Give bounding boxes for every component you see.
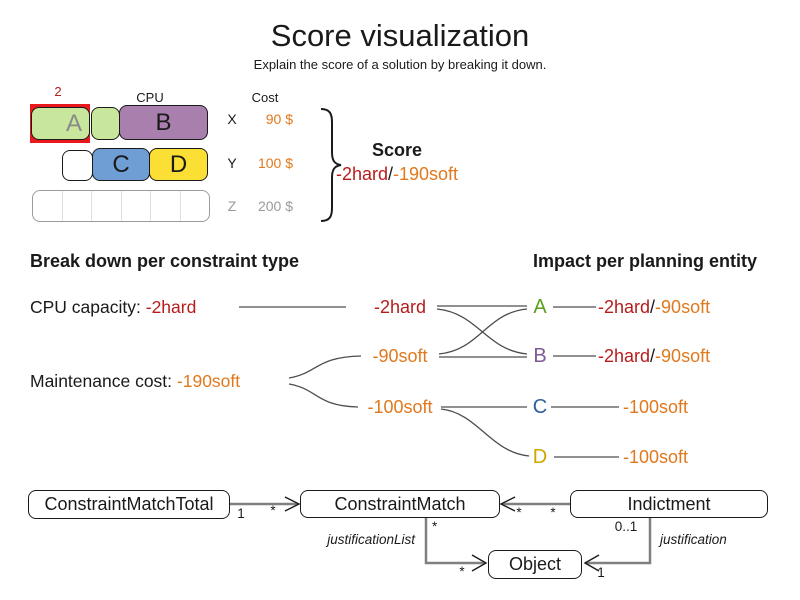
mult-ind-obj-zero-one: 0..1 — [614, 519, 638, 534]
uml-class-constraint-match-label: ConstraintMatch — [334, 493, 466, 514]
mult-cm-ind-many-right: * — [550, 505, 556, 520]
mult-cm-obj-many-top: * — [432, 519, 438, 534]
process-block-c-label: C — [112, 150, 130, 178]
machine-z-label: Z — [227, 198, 237, 214]
mult-cm-obj-many-bottom: * — [459, 564, 465, 579]
score-separator: / — [387, 164, 393, 184]
constraint-maintenance-cost-label: Maintenance cost: — [30, 371, 173, 391]
machine-y-cost: 100 $ — [257, 155, 293, 171]
machine-x-cost: 90 $ — [265, 111, 293, 127]
entity-c-letter: C — [532, 396, 548, 418]
process-block-b-label: B — [155, 108, 172, 136]
entity-b-letter: B — [533, 345, 547, 367]
grid-slot — [181, 191, 210, 221]
uml-class-indictment-label: Indictment — [627, 493, 711, 514]
page-subtitle: Explain the score of a solution by break… — [253, 57, 547, 72]
entity-b-impact: -2hard/-90soft — [598, 345, 710, 367]
constraint-maintenance-cost-row: Maintenance cost: -190soft — [30, 371, 240, 392]
match-total-100soft: -100soft — [367, 397, 433, 417]
process-block-a: A — [31, 107, 90, 140]
grid-slot — [92, 191, 122, 221]
machine-y-label: Y — [227, 155, 237, 171]
mult-ind-obj-one: 1 — [597, 565, 605, 580]
process-block-a-extra — [91, 107, 120, 140]
mult-cmt-cm-many: * — [270, 503, 276, 518]
process-block-c: C — [92, 148, 150, 181]
entity-b-impact-soft: -90soft — [655, 346, 711, 366]
grid-slot — [122, 191, 151, 221]
process-block-b: B — [119, 105, 208, 140]
score-hard-part: -2hard — [335, 164, 388, 184]
mult-cm-ind-many-left: * — [516, 505, 522, 520]
entity-a-impact-hard: -2hard — [598, 297, 651, 317]
process-block-d: D — [149, 148, 208, 181]
match-total-2hard: -2hard — [373, 297, 427, 317]
entity-b-impact-sep: / — [650, 346, 656, 366]
constraint-cpu-capacity-score: -2hard — [145, 297, 197, 317]
entity-d-impact: -100soft — [623, 447, 689, 467]
entity-d-letter: D — [532, 446, 548, 468]
process-block-d-label: D — [169, 150, 188, 178]
entity-a-impact: -2hard/-90soft — [598, 296, 710, 318]
page-title: Score visualization — [270, 18, 530, 53]
machine-x-label: X — [227, 111, 237, 127]
breakdown-connectors — [239, 305, 619, 458]
grid-slot — [63, 191, 92, 221]
breakdown-heading: Break down per constraint type — [30, 251, 300, 271]
role-justification-list: justificationList — [327, 532, 415, 547]
arrowhead-into-cm-left — [284, 496, 301, 512]
entity-b-impact-hard: -2hard — [598, 346, 651, 366]
constraint-cpu-capacity-label: CPU capacity: — [30, 297, 141, 317]
uml-class-constraint-match-total-label: ConstraintMatchTotal — [44, 494, 214, 514]
arrowhead-into-obj-left — [471, 554, 488, 572]
machine-z-cost: 200 $ — [257, 198, 293, 214]
overload-count-label: 2 — [54, 84, 62, 99]
entity-a-impact-sep: / — [650, 297, 656, 317]
cpu-column-header: CPU — [136, 90, 164, 105]
score-heading: Score — [371, 140, 423, 160]
entity-a-impact-soft: -90soft — [655, 297, 711, 317]
uml-class-object-label: Object — [508, 554, 562, 574]
uml-class-indictment: Indictment — [570, 490, 768, 518]
empty-machine-grid — [32, 190, 210, 222]
mult-cmt-cm-one: 1 — [237, 506, 245, 521]
entity-c-impact: -100soft — [623, 397, 689, 417]
uml-class-constraint-match-total: ConstraintMatchTotal — [28, 490, 230, 519]
grid-slot — [33, 191, 63, 221]
match-total-90soft: -90soft — [372, 346, 428, 366]
uml-class-constraint-match: ConstraintMatch — [300, 490, 500, 518]
score-soft-part: -190soft — [393, 164, 459, 184]
process-block-a-label: A — [65, 109, 82, 137]
grid-slot — [151, 191, 181, 221]
constraint-cpu-capacity-row: CPU capacity: -2hard — [30, 297, 196, 318]
cost-column-header: Cost — [251, 90, 279, 105]
uml-class-object: Object — [488, 550, 582, 579]
constraint-maintenance-cost-score: -190soft — [176, 371, 241, 391]
score-value: -2hard/-190soft — [327, 164, 467, 185]
impact-heading: Impact per planning entity — [532, 251, 758, 271]
empty-slot-block — [62, 150, 93, 181]
role-justification: justification — [660, 532, 727, 547]
entity-a-letter: A — [533, 296, 547, 318]
